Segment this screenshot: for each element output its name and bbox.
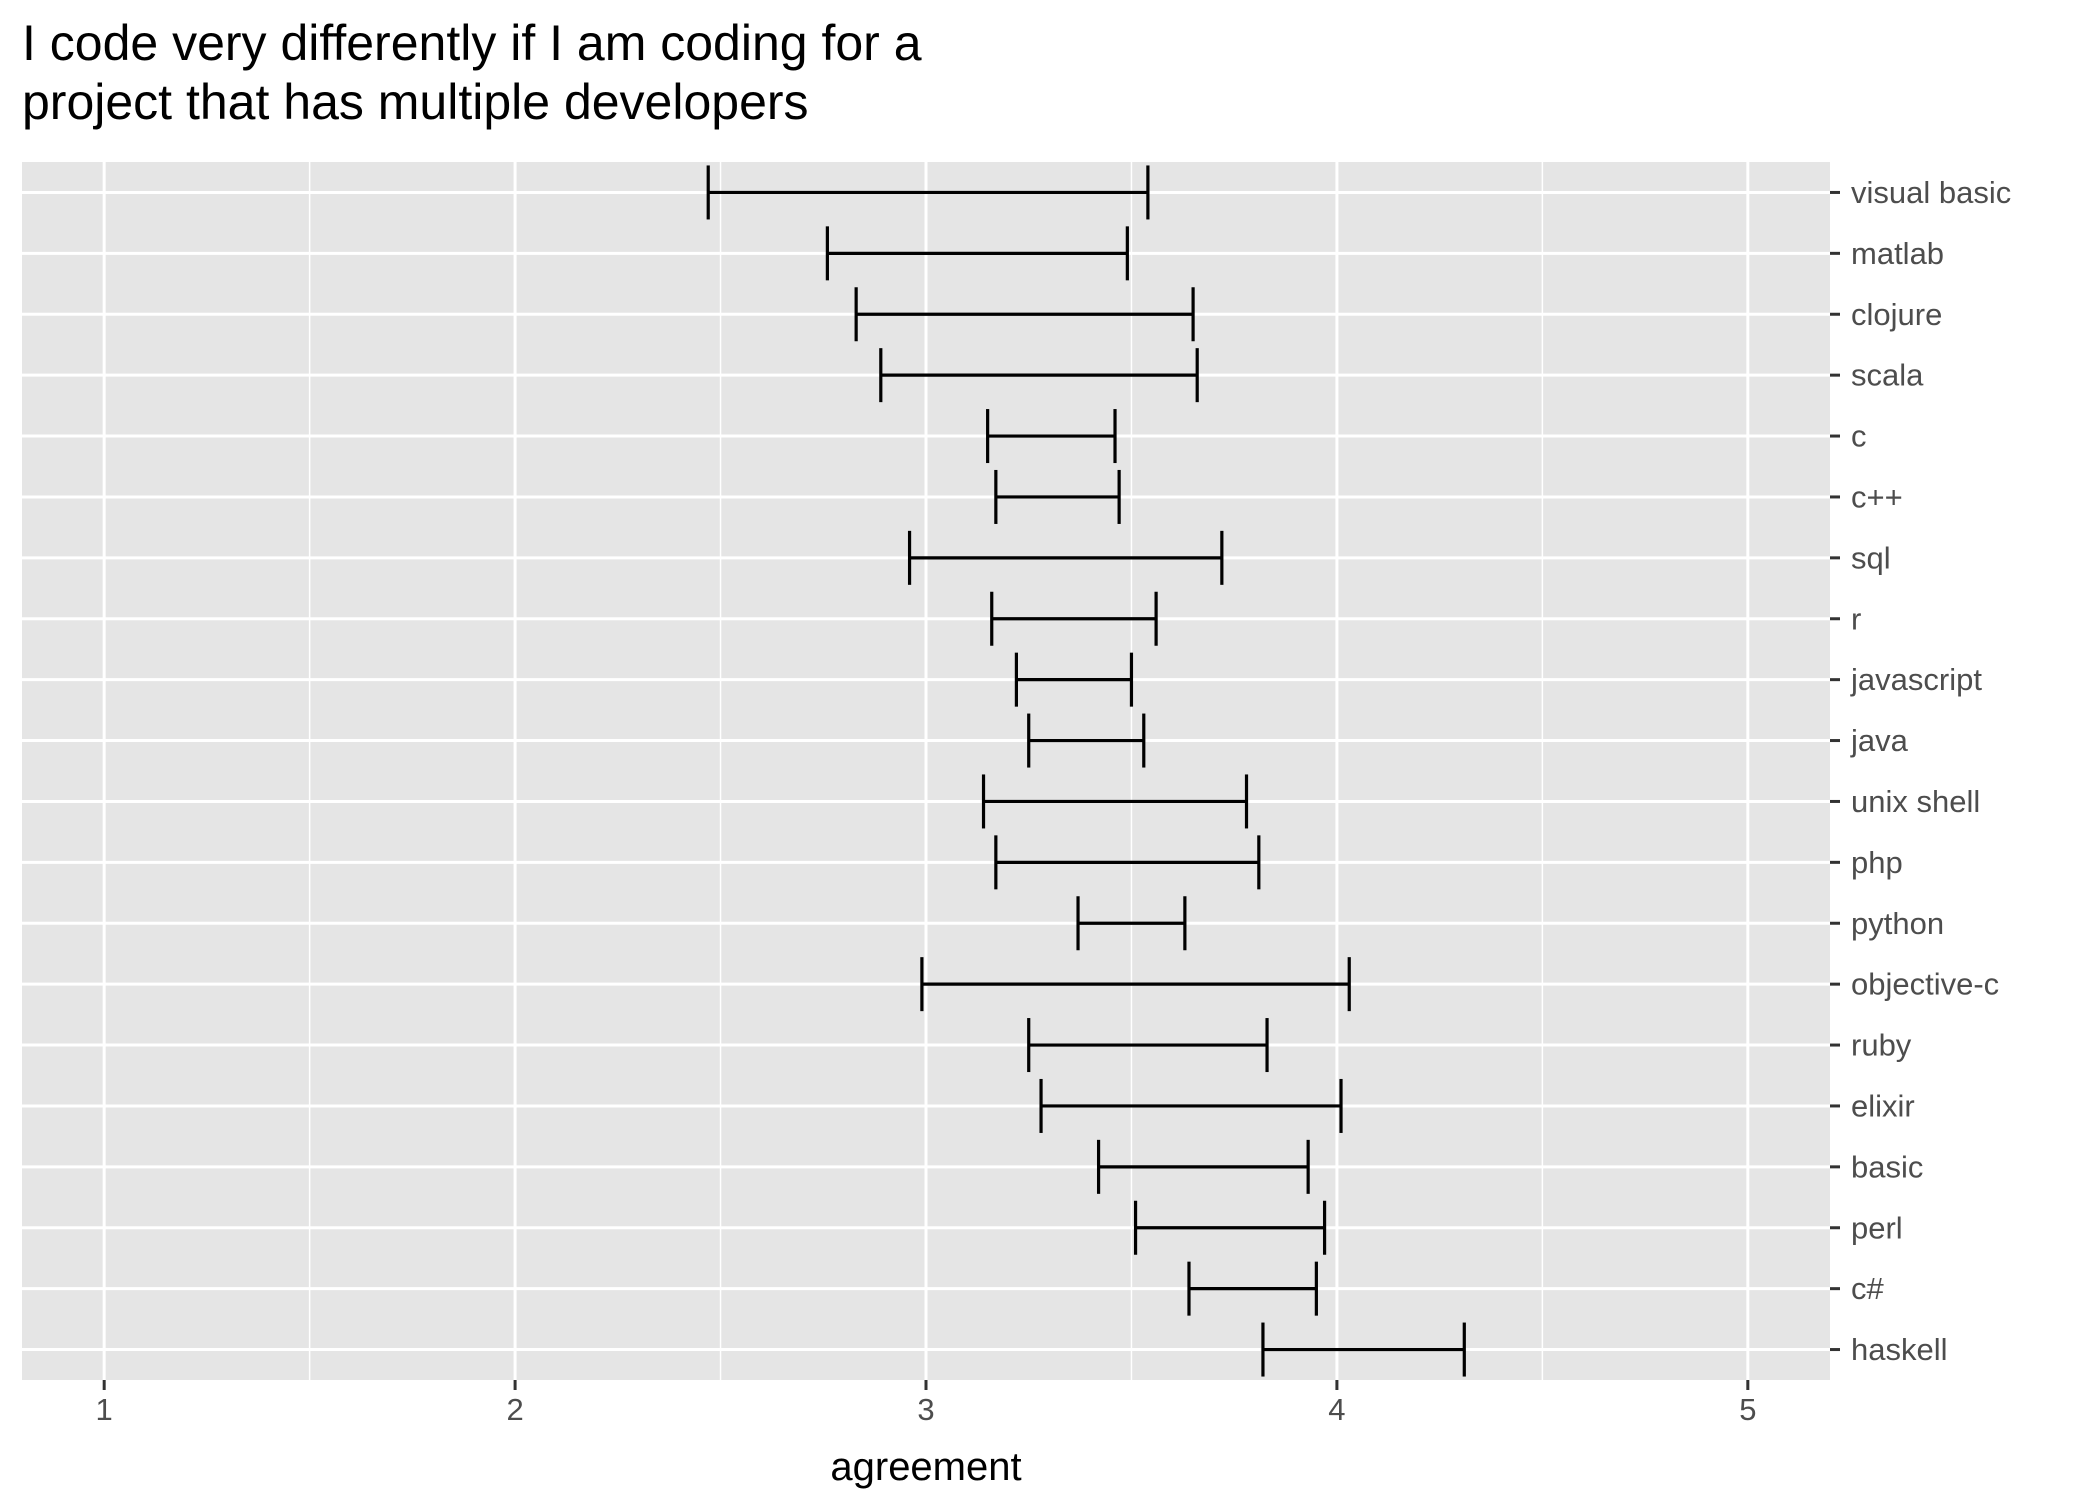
y-tick-label: elixir: [1851, 1088, 1915, 1123]
error-bar: [825, 226, 1129, 281]
x-tick-label: 3: [917, 1392, 934, 1427]
y-tick-label: javascript: [1850, 662, 1982, 697]
y-tick-label: clojure: [1851, 297, 1942, 332]
chart-title: I code very differently if I am coding f…: [22, 14, 922, 132]
x-tick-label: 2: [506, 1392, 523, 1427]
error-bar: [920, 957, 1351, 1012]
error-bar: [706, 165, 1150, 220]
error-bar: [981, 774, 1249, 829]
error-bar: [879, 348, 1199, 403]
y-tick-label: scala: [1851, 358, 1924, 393]
x-axis-title: agreement: [830, 1445, 1021, 1489]
error-bar: [986, 409, 1117, 464]
y-tick-label: haskell: [1851, 1332, 1948, 1367]
error-bar: [1133, 1200, 1327, 1255]
error-bar: [1261, 1322, 1466, 1377]
y-tick-label: c++: [1851, 479, 1903, 514]
error-bar: [1039, 1078, 1343, 1133]
y-tick-label: r: [1851, 601, 1861, 636]
y-axis: visual basic matlab clojure scala c c++ sql r ja…: [1830, 175, 2011, 1367]
error-bar: [854, 287, 1195, 342]
y-tick-label: c#: [1851, 1271, 1885, 1306]
error-bar: [1076, 896, 1187, 951]
chart-title-line-2: project that has multiple developers: [22, 74, 809, 130]
y-tick-label: perl: [1851, 1210, 1903, 1245]
error-bar: [1027, 713, 1146, 768]
y-tick-label: php: [1851, 845, 1903, 880]
y-tick-label: unix shell: [1851, 784, 1980, 819]
y-tick-label: c: [1851, 419, 1867, 454]
y-tick-label: python: [1851, 906, 1944, 941]
error-bar: [1187, 1261, 1318, 1316]
error-bar: [1096, 1139, 1310, 1194]
x-tick-label: 4: [1328, 1392, 1345, 1427]
error-bar: [990, 591, 1158, 646]
error-bar: [994, 469, 1121, 524]
x-tick-label: 1: [96, 1392, 113, 1427]
error-bar: [907, 530, 1224, 585]
chart-title-line-1: I code very differently if I am coding f…: [22, 15, 922, 71]
error-bars: [706, 165, 1466, 1377]
y-tick-label: objective-c: [1851, 967, 1999, 1002]
x-axis: 1 2 3 4 5: [96, 1380, 1756, 1427]
y-tick-label: matlab: [1851, 236, 1944, 271]
error-bar: [994, 835, 1261, 890]
y-tick-label: sql: [1851, 540, 1891, 575]
x-tick-label: 5: [1739, 1392, 1756, 1427]
error-bar: [1027, 1018, 1269, 1073]
y-tick-label: basic: [1851, 1149, 1923, 1184]
error-bar: [1014, 652, 1134, 707]
y-tick-label: java: [1850, 723, 1909, 758]
y-tick-label: ruby: [1851, 1028, 1912, 1063]
y-tick-label: visual basic: [1851, 175, 2011, 210]
